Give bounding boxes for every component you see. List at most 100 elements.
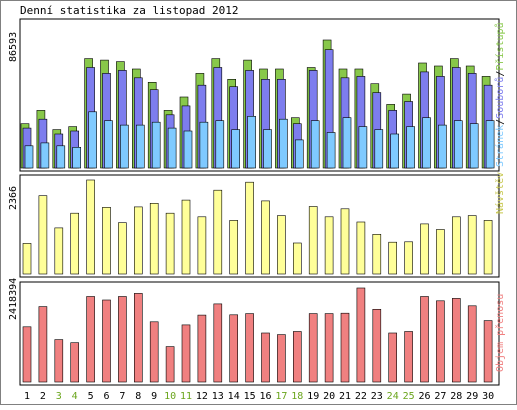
pages-bar (72, 147, 81, 169)
day-label: 26 (418, 391, 430, 402)
visits-bar (86, 179, 95, 275)
day-label: 7 (119, 391, 125, 402)
visits-bar (102, 207, 111, 275)
legend-separator-2: / (495, 71, 506, 77)
kbytes-bar (340, 312, 350, 383)
pages-bar (120, 124, 129, 169)
pages-bar (358, 126, 368, 169)
kbytes-bar (356, 287, 366, 383)
visits-bar (451, 216, 461, 275)
visits-bar (118, 222, 127, 275)
pages-bar (231, 129, 240, 169)
legend-hits: Přístupů (494, 22, 506, 70)
kbytes-bar (118, 296, 127, 383)
svg-text:Stránek/Souborů/Přístupů: Stránek/Souborů/Přístupů (494, 22, 506, 167)
pages-bar (24, 145, 34, 169)
kbytes-bar (22, 326, 32, 383)
pages-bar (294, 139, 304, 169)
legend-files: Souborů (494, 77, 506, 119)
kbytes-bar (165, 346, 175, 383)
kbytes-bar (324, 313, 334, 383)
visits-bar (356, 221, 366, 275)
kbytes-bar (420, 296, 429, 383)
pages-bar (390, 133, 400, 169)
kbytes-bar (277, 334, 286, 383)
visits-bar (22, 243, 32, 275)
visits-bar (181, 199, 191, 275)
day-label: 23 (371, 391, 383, 402)
kbytes-panel-frame (19, 281, 500, 386)
pages-bar (40, 142, 50, 169)
kbytes-bar (467, 305, 477, 383)
pages-bar (247, 116, 256, 169)
hits-max-label: 86593 (8, 32, 19, 62)
kbytes-bar (181, 324, 191, 383)
visits-bar (213, 189, 223, 275)
day-label: 6 (103, 391, 109, 402)
pages-bar (326, 132, 336, 169)
day-label: 29 (466, 391, 478, 402)
day-label: 10 (164, 391, 176, 402)
kbytes-max-label: 2418394 (8, 278, 19, 320)
day-label: 28 (450, 391, 462, 402)
day-label: 9 (151, 391, 157, 402)
kbytes-bar (292, 331, 302, 383)
visits-bar (245, 181, 254, 275)
kbytes-bar (483, 320, 493, 383)
pages-bar (215, 120, 225, 169)
pages-bar (104, 120, 113, 169)
visits-bar (165, 212, 175, 275)
pages-bar (422, 117, 431, 169)
kbytes-bar (388, 332, 398, 383)
visits-bar (340, 208, 350, 275)
day-label: 18 (291, 391, 303, 402)
day-label: 24 (387, 391, 399, 402)
visits-bar (292, 242, 302, 275)
kbytes-legend: Objem přenosu (494, 294, 506, 372)
day-label: 15 (244, 391, 256, 402)
day-label: 8 (135, 391, 141, 402)
visits-bar (229, 220, 238, 275)
visits-bar (197, 216, 207, 275)
visits-bar (436, 229, 445, 275)
day-label: 25 (403, 391, 415, 402)
day-label: 30 (482, 391, 494, 402)
pages-bar (438, 124, 447, 169)
chart-title: Denní statistika za listopad 2012 (20, 4, 239, 17)
kbytes-bar (54, 339, 64, 383)
visits-bar (38, 195, 48, 275)
visits-bar (467, 215, 477, 275)
pages-bar (56, 145, 66, 169)
visits-legend: Návštěv (494, 172, 506, 214)
kbytes-bar (86, 296, 95, 383)
day-label: 2 (40, 391, 46, 402)
pages-bar (183, 130, 193, 169)
visits-bar (404, 241, 413, 275)
kbytes-bar (436, 300, 445, 383)
pages-bar (279, 118, 288, 169)
pages-bar (136, 124, 145, 169)
visits-bar (70, 212, 79, 275)
kbytes-bar (134, 293, 143, 383)
day-label: 17 (275, 391, 287, 402)
kbytes-bar (261, 332, 270, 383)
visits-bar (277, 215, 286, 275)
day-labels: 1 2 3 4 5 6 7 8 9 10 11 12 13 14 15 16 17 18 19 20 21 22 23 24 2… (24, 391, 494, 402)
kbytes-bar (451, 298, 461, 383)
pages-bar (199, 121, 209, 169)
pages-bar (485, 120, 495, 169)
kbytes-bar (149, 321, 159, 383)
visits-bar (54, 227, 64, 275)
visits-bar (388, 241, 398, 275)
day-label: 21 (339, 391, 351, 402)
pages-bar (88, 111, 97, 169)
day-label: 14 (228, 391, 240, 402)
kbytes-bar (70, 342, 79, 383)
kbytes-bar (213, 303, 223, 383)
visits-bar (308, 206, 318, 275)
pages-bar (310, 120, 320, 169)
pages-bar (374, 129, 384, 169)
visits-bar (420, 223, 429, 275)
kbytes-bar (38, 306, 48, 383)
